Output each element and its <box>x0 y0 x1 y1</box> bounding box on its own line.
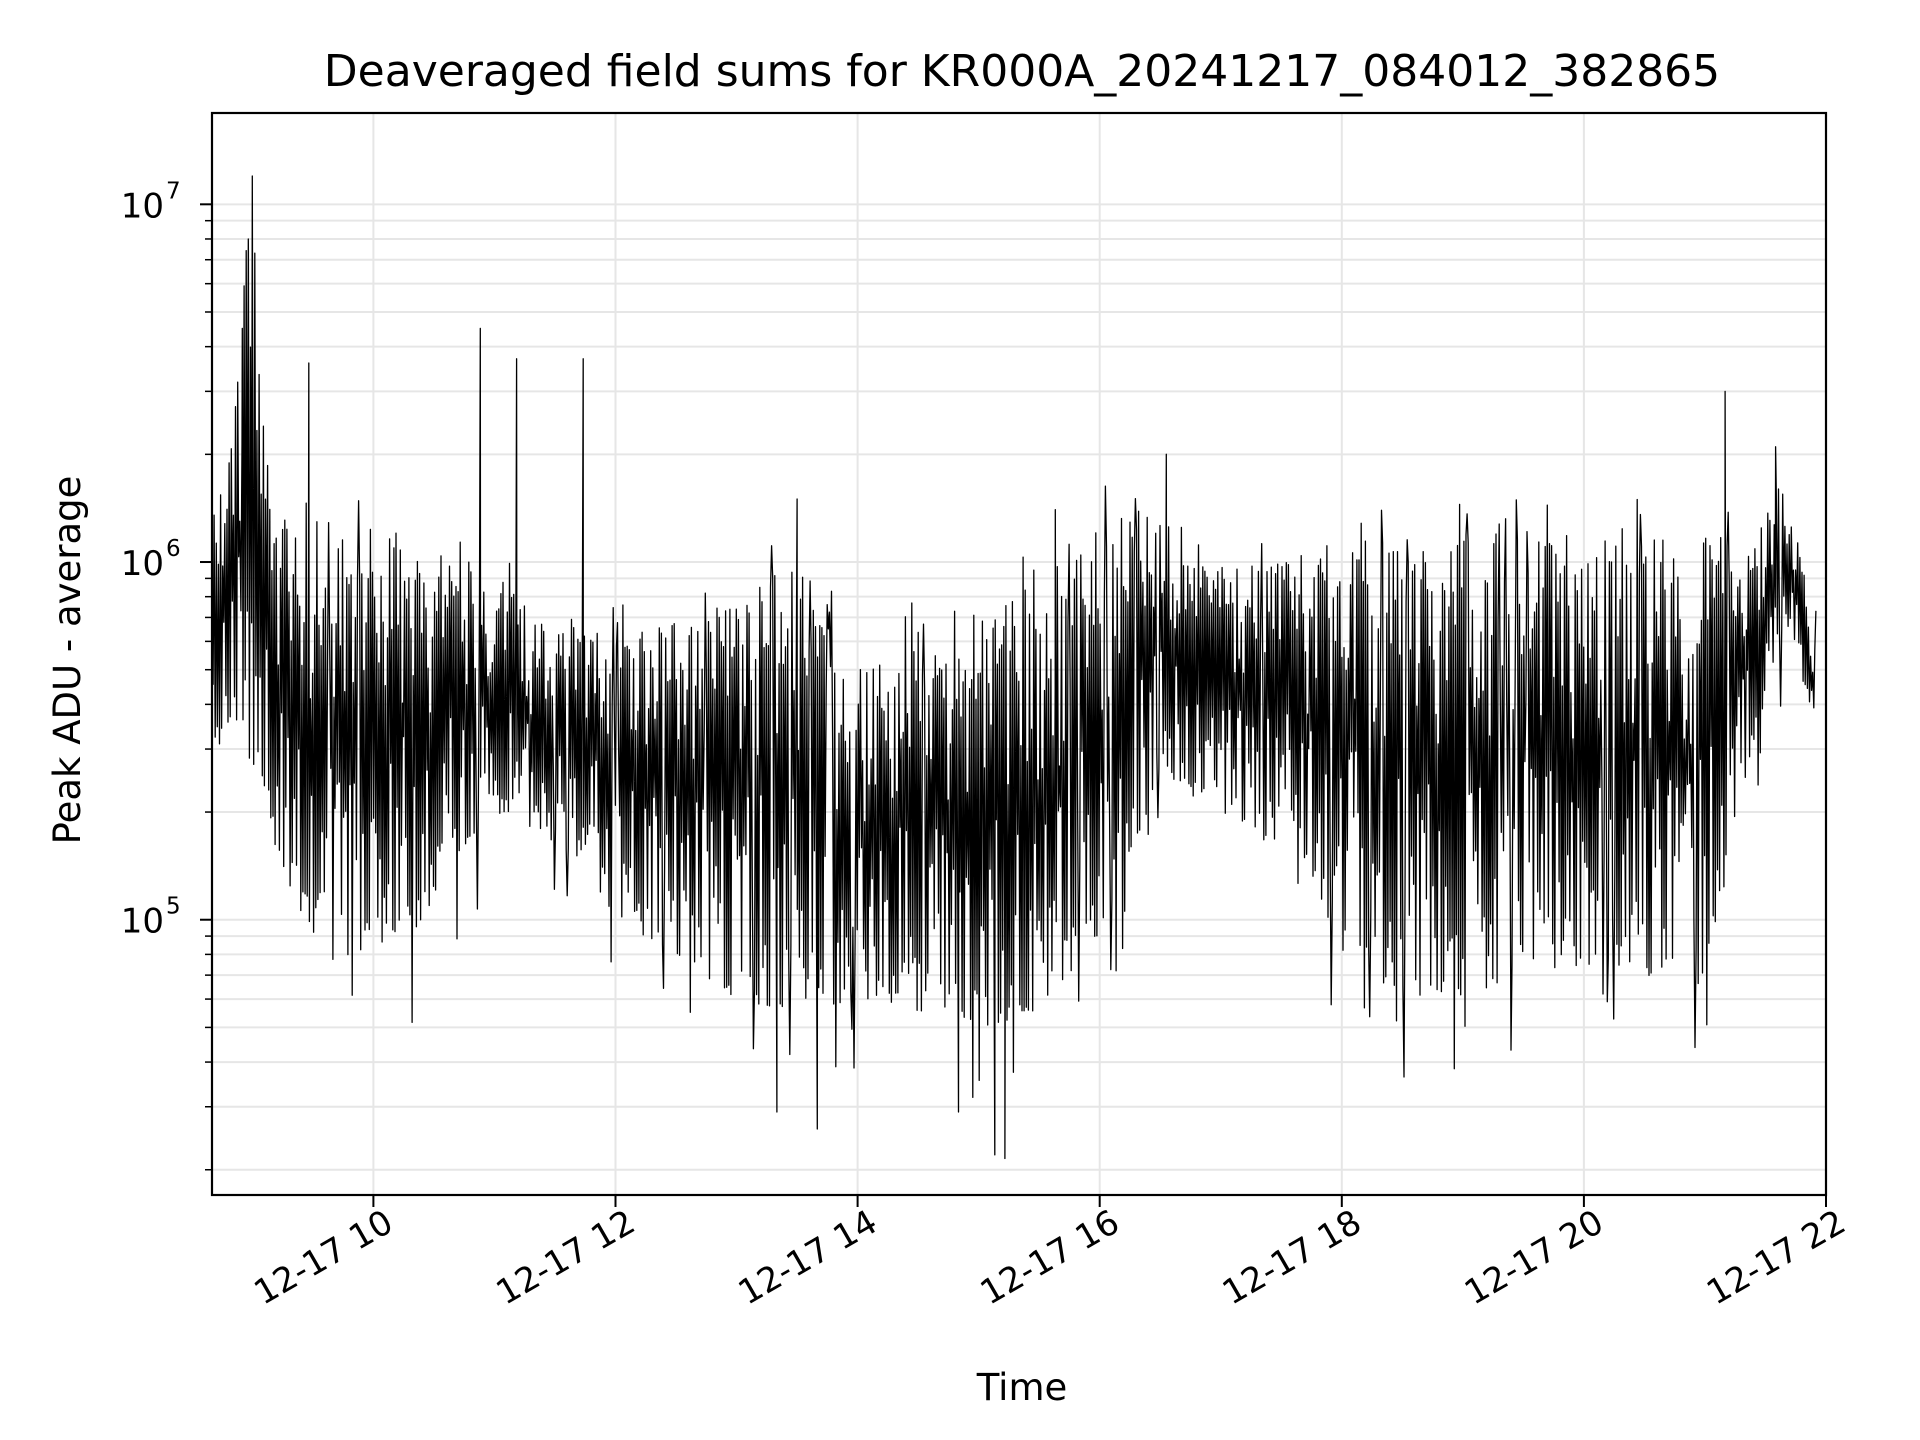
y-tick-exponent: 5 <box>166 894 181 920</box>
data-series-line <box>211 175 1817 1160</box>
axes-frame <box>210 111 1828 1197</box>
x-axis-label: Time <box>976 1366 1068 1409</box>
chart-title: Deaveraged field sums for KR000A_2024121… <box>324 46 1720 97</box>
y-tick-exponent: 7 <box>166 178 181 204</box>
y-axis-label: Peak ADU - average <box>46 476 89 845</box>
plot-area <box>211 175 1817 1160</box>
y-tick-label: 10 <box>121 902 164 942</box>
y-tick-label: 10 <box>121 186 164 226</box>
y-tick-label: 10 <box>121 544 164 584</box>
y-tick-exponent: 6 <box>166 536 181 562</box>
